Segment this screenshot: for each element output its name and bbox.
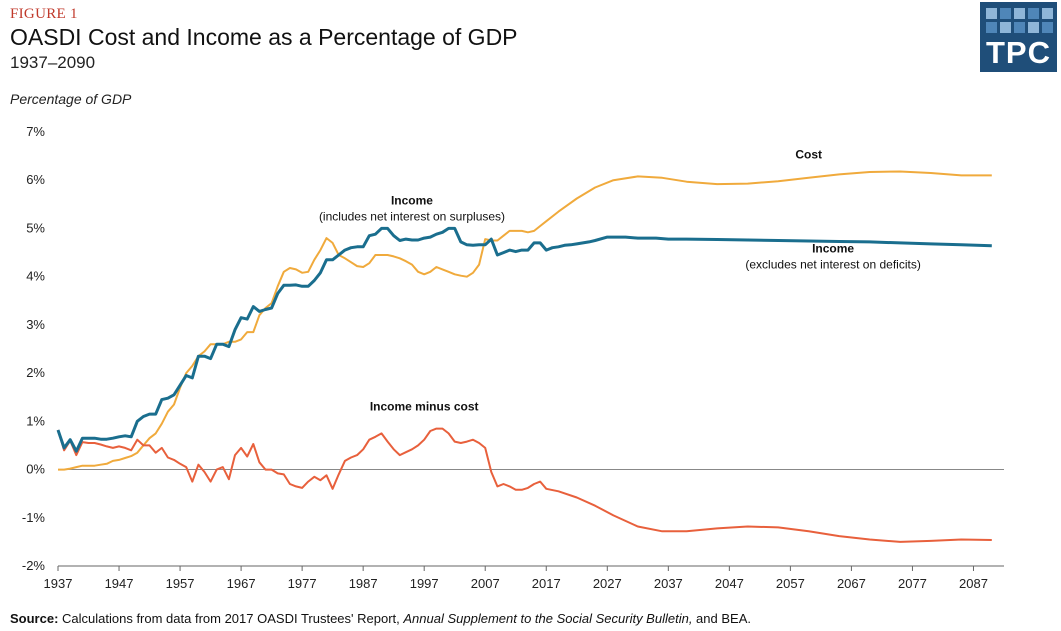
x-tick-label: 2047 bbox=[715, 576, 744, 591]
x-tick-label: 1977 bbox=[288, 576, 317, 591]
x-tick-label: 2067 bbox=[837, 576, 866, 591]
x-tick-label: 1937 bbox=[44, 576, 73, 591]
x-tick-label: 1967 bbox=[227, 576, 256, 591]
x-tick-label: 1997 bbox=[410, 576, 439, 591]
y-tick-label: 2% bbox=[26, 365, 45, 380]
x-tick-label: 1987 bbox=[349, 576, 378, 591]
figure-label: FIGURE 1 bbox=[10, 6, 78, 22]
source-italic: Annual Supplement to the Social Security… bbox=[403, 611, 693, 626]
source-note: Source: Calculations from data from 2017… bbox=[10, 611, 751, 626]
logo-text: TPC bbox=[986, 35, 1051, 70]
y-tick-label: 6% bbox=[26, 172, 45, 187]
x-tick-label: 1947 bbox=[105, 576, 134, 591]
y-tick-label: 0% bbox=[26, 462, 45, 477]
logo-grid-icon bbox=[986, 8, 1053, 33]
income-proj-annotation: (excludes net interest on deficits) bbox=[745, 258, 920, 272]
x-tick-label: 2017 bbox=[532, 576, 561, 591]
y-tick-label: -2% bbox=[22, 558, 46, 573]
source-part1: Calculations from data from 2017 OASDI T… bbox=[58, 611, 404, 626]
y-tick-label: 3% bbox=[26, 317, 45, 332]
source-lead: Source: bbox=[10, 611, 59, 626]
cost-series-line bbox=[58, 170, 992, 471]
income-series-line bbox=[56, 226, 992, 453]
chart-title: OASDI Cost and Income as a Percentage of… bbox=[10, 24, 518, 50]
x-tick-label: 2007 bbox=[471, 576, 500, 591]
x-tick-label: 1957 bbox=[166, 576, 195, 591]
y-tick-label: -1% bbox=[22, 510, 46, 525]
y-axis-label: Percentage of GDP bbox=[10, 91, 132, 107]
cost-annotation: Cost bbox=[795, 148, 822, 162]
y-tick-label: 7% bbox=[26, 124, 45, 139]
income-proj-annotation: Income bbox=[812, 242, 854, 256]
diff-annotation: Income minus cost bbox=[370, 400, 479, 414]
y-tick-label: 4% bbox=[26, 269, 45, 284]
diff-series-line bbox=[57, 427, 992, 543]
income-hist-annotation: Income bbox=[391, 193, 433, 207]
income-hist-annotation: (includes net interest on surpluses) bbox=[319, 209, 505, 223]
y-tick-label: 5% bbox=[26, 220, 45, 235]
x-tick-label: 2057 bbox=[776, 576, 805, 591]
x-tick-label: 2087 bbox=[959, 576, 988, 591]
chart-subtitle: 1937–2090 bbox=[10, 53, 96, 72]
source-part2: and BEA. bbox=[692, 611, 751, 626]
tpc-logo: TPC bbox=[980, 2, 1057, 72]
x-tick-label: 2077 bbox=[898, 576, 927, 591]
x-tick-label: 2037 bbox=[654, 576, 683, 591]
x-tick-label: 2027 bbox=[593, 576, 622, 591]
y-tick-label: 1% bbox=[26, 413, 45, 428]
